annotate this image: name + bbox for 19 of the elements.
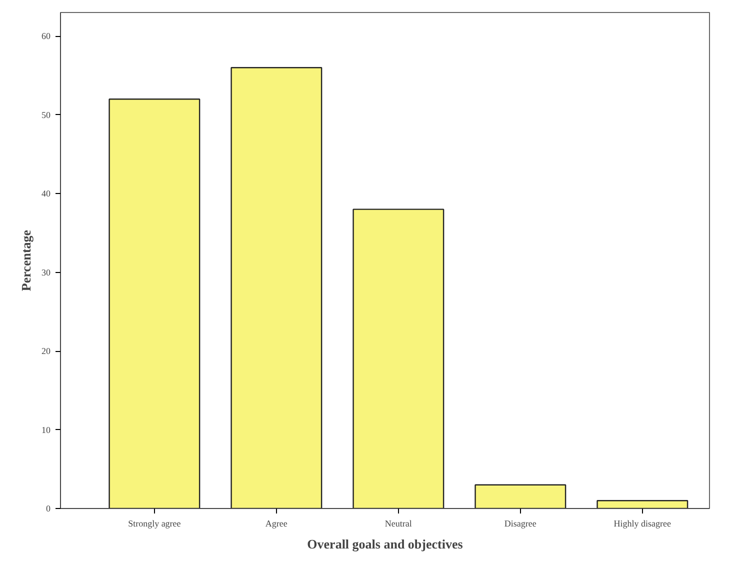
y-tick-label: 0: [46, 504, 51, 514]
y-tick-label: 40: [42, 188, 51, 199]
y-tick-label: 20: [42, 346, 51, 356]
bar: [108, 98, 200, 508]
y-tick-label: 30: [42, 267, 51, 278]
x-tick-label: Strongly agree: [128, 518, 181, 528]
y-tick-label: 50: [42, 110, 51, 120]
y-tick-label: 60: [42, 31, 51, 42]
bar: [230, 67, 322, 508]
x-tick-label: Disagree: [504, 518, 536, 528]
y-tick-label: 10: [42, 424, 51, 435]
bar: [352, 208, 444, 508]
bar: [596, 500, 688, 508]
x-axis-title: Overall goals and objectives: [307, 536, 463, 552]
x-tick-label: Agree: [265, 518, 288, 528]
x-tick-label: Neutral: [384, 518, 412, 528]
bar: [474, 484, 566, 508]
x-tick-label: Highly disagree: [614, 518, 672, 528]
y-axis-title: Percentage: [18, 230, 34, 292]
